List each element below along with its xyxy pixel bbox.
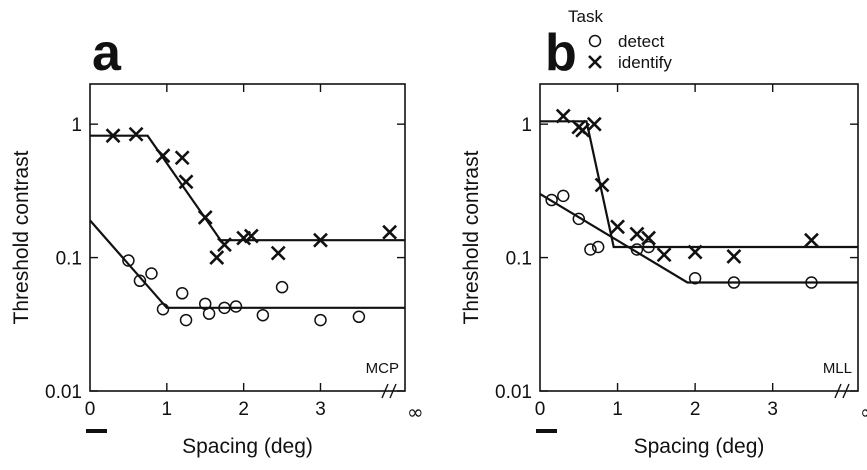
fit-line-identify (90, 134, 405, 242)
point-identify (610, 219, 625, 235)
point-identify (217, 237, 232, 253)
point-identify (687, 244, 703, 260)
x-axis-label: Spacing (deg) (182, 435, 313, 458)
x-tick-label: 1 (612, 399, 623, 420)
point-identify (313, 232, 328, 248)
point-detect (572, 212, 586, 226)
point-detect (256, 308, 270, 322)
point-detect (122, 254, 135, 267)
point-detect (805, 276, 818, 289)
x-tick-label: 0 (535, 399, 546, 420)
x-infinity-label: ∞ (860, 400, 867, 424)
point-detect (688, 271, 702, 285)
y-tick-label: 0.01 (495, 382, 532, 403)
point-identify (128, 126, 144, 142)
point-detect (145, 267, 158, 280)
point-identify (594, 177, 610, 193)
point-detect (591, 240, 605, 254)
point-detect (156, 302, 170, 316)
point-identify (105, 128, 121, 144)
point-detect (584, 243, 597, 256)
point-identify (155, 148, 171, 164)
axis-break-mark (389, 383, 397, 399)
legend-label-detect: detect (618, 32, 665, 51)
y-axis-label: Threshold contrast (460, 150, 483, 324)
y-tick-label: 0.1 (56, 249, 82, 270)
point-identify (209, 250, 225, 266)
panel-letter: b (545, 24, 577, 82)
fit-line-detect (89, 219, 405, 309)
x-tick-label: 1 (162, 399, 173, 420)
point-detect (727, 276, 741, 289)
point-identify (382, 224, 398, 240)
x-axis-label: Spacing (deg) (634, 435, 765, 458)
point-detect (557, 189, 570, 203)
point-identify (726, 249, 742, 264)
x-tick-label: 2 (690, 399, 701, 420)
observer-label: MLL (823, 360, 852, 377)
plot-frame (539, 83, 859, 392)
axis-break-mark (842, 383, 850, 399)
point-detect (314, 313, 327, 327)
point-detect (229, 300, 243, 313)
point-identify (641, 230, 657, 246)
point-identify (243, 228, 259, 244)
point-detect (275, 280, 289, 294)
point-identify (656, 247, 672, 263)
legend-x-marker (588, 55, 602, 69)
fit-line-identify (540, 120, 858, 249)
x-tick-label: 3 (315, 399, 326, 420)
y-tick-label: 1 (521, 115, 532, 136)
fit-line-detect (539, 192, 858, 284)
legend-circle-marker (588, 34, 602, 48)
y-tick-label: 0.01 (45, 382, 82, 403)
observer-label: MCP (366, 360, 399, 377)
point-detect (202, 307, 216, 320)
x-tick-label: 0 (85, 399, 96, 420)
x-tick-label: 3 (767, 399, 778, 420)
point-detect (352, 310, 366, 324)
axis-break-mark (381, 383, 389, 399)
y-tick-label: 0.1 (506, 249, 532, 270)
panel-letter: a (92, 24, 122, 82)
point-identify (575, 122, 591, 138)
legend-title: Task (568, 7, 603, 26)
point-detect (175, 287, 189, 300)
point-identify (586, 116, 602, 132)
point-detect (630, 243, 644, 256)
y-tick-label: 1 (71, 115, 82, 136)
x-tick-label: 2 (238, 399, 249, 420)
plot-frame (89, 83, 406, 392)
y-axis-label: Threshold contrast (10, 150, 33, 324)
panel-a: a 0.01 0.1 1 0 1 2 3 ∞ Spacing (deg) Threshold con… (10, 24, 424, 458)
point-identify (555, 108, 571, 124)
point-identify (270, 245, 286, 261)
point-identify (804, 232, 819, 248)
axis-break-mark (834, 383, 842, 399)
legend-label-identify: identify (618, 53, 672, 72)
point-identify (197, 209, 213, 225)
legend: Task detect identify (568, 7, 672, 72)
point-identify (178, 174, 194, 190)
point-detect (545, 193, 558, 207)
point-identify (629, 226, 645, 242)
panel-b: b 0.01 0.1 1 0 1 2 3 ∞ Spacing (deg) Threshold con… (460, 24, 867, 458)
x-infinity-label: ∞ (407, 400, 424, 424)
point-detect (179, 313, 193, 327)
point-detect (133, 274, 147, 288)
point-identify (174, 150, 190, 166)
